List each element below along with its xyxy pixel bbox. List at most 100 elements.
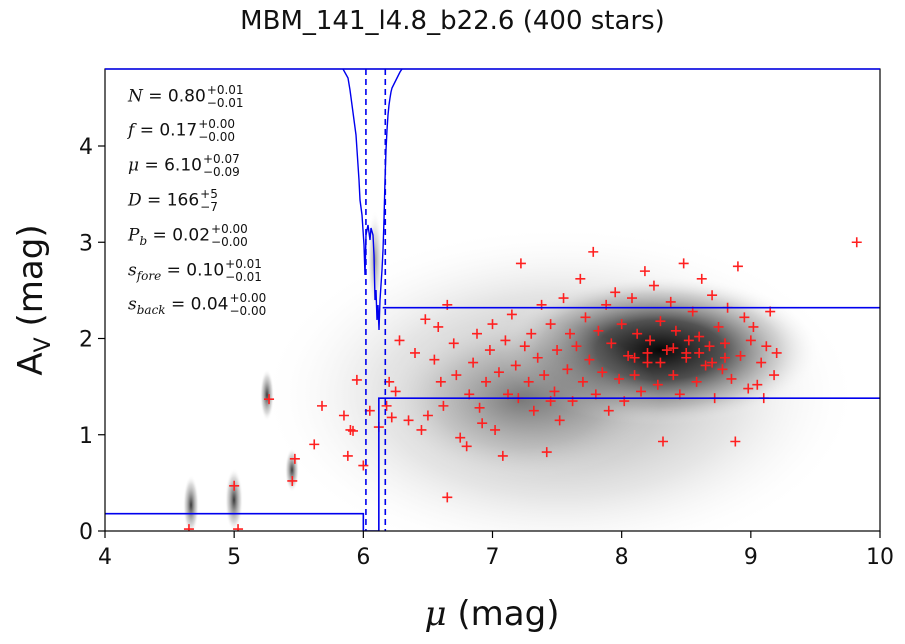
y-axis-label: AV (mag) (11, 224, 56, 375)
data-point (696, 273, 707, 284)
data-point (661, 345, 672, 356)
density-blob-2 (225, 468, 243, 531)
data-point (500, 335, 511, 346)
data-point (416, 424, 427, 435)
data-point (506, 309, 517, 320)
data-point (442, 492, 453, 503)
data-point (422, 410, 433, 421)
data-point (287, 475, 298, 486)
data-point (593, 325, 604, 336)
data-point (700, 360, 711, 371)
data-point (381, 400, 392, 411)
fit-parameter: Pb = 0.02 +0.00 −0.00 (128, 222, 248, 249)
data-point (629, 370, 640, 381)
data-point (526, 328, 537, 339)
data-point (403, 415, 414, 426)
data-point (745, 335, 756, 346)
data-point (519, 341, 530, 352)
x-tick-label: 10 (866, 545, 894, 570)
data-point (683, 335, 694, 346)
x-axis-ticks: 4 5 6 7 8 9 10 (98, 531, 894, 570)
data-point (497, 450, 508, 461)
data-point (597, 367, 608, 378)
data-point (510, 360, 521, 371)
data-point (678, 258, 689, 269)
fit-parameter: D = 166 +5 −7 (128, 187, 218, 214)
data-point (484, 345, 495, 356)
data-point (769, 370, 780, 381)
data-point (317, 400, 327, 411)
dashed-vlines (365, 69, 387, 531)
data-point (645, 335, 656, 346)
data-point (565, 328, 575, 339)
y-tick-label: 1 (79, 424, 93, 449)
data-point (554, 415, 565, 426)
data-point (549, 386, 560, 397)
data-point (472, 328, 482, 339)
data-point (627, 293, 637, 304)
y-tick-label: 4 (79, 135, 93, 160)
data-point (358, 460, 369, 471)
data-point (342, 450, 353, 461)
data-point (351, 374, 362, 385)
x-tick-label: 4 (98, 545, 112, 570)
data-point (338, 410, 349, 421)
y-axis-ticks: 0 1 2 3 4 (79, 135, 105, 545)
data-point (707, 290, 718, 301)
data-point (739, 312, 750, 323)
data-point (748, 321, 759, 332)
data-point (623, 350, 634, 361)
data-point (309, 439, 320, 450)
data-point (289, 453, 300, 464)
data-point (451, 370, 462, 381)
data-point (420, 314, 431, 325)
data-point (694, 331, 705, 342)
fit-parameter: μ = 6.10 +0.07 −0.09 (128, 152, 240, 179)
fit-parameter: sfore = 0.10 +0.01 −0.01 (128, 257, 262, 284)
data-point (771, 347, 782, 358)
density-blob-1 (183, 475, 199, 531)
fit-parameter: N = 0.80 +0.01 −0.01 (128, 83, 244, 110)
chart-title: MBM_141_l4.8_b22.6 (400 stars) (240, 6, 665, 36)
data-point (233, 524, 244, 531)
data-point (558, 293, 569, 304)
data-point (429, 354, 440, 365)
data-point (668, 370, 679, 381)
data-point (461, 441, 472, 452)
data-point (668, 343, 679, 354)
data-point (720, 338, 730, 349)
data-point (435, 376, 446, 387)
data-point (229, 480, 240, 491)
y-tick-label: 2 (79, 328, 93, 353)
data-point (670, 325, 681, 336)
data-point (468, 357, 479, 368)
data-point (648, 280, 659, 291)
data-point (614, 373, 625, 384)
y-tick-label: 3 (79, 231, 93, 256)
threshold-line (105, 397, 880, 531)
data-point (584, 354, 595, 365)
fit-parameter: sback = 0.04 +0.00 −0.00 (128, 291, 267, 318)
density-blob-3 (260, 369, 274, 421)
data-point (571, 341, 582, 352)
x-axis-label: μ (mag) (425, 594, 560, 634)
data-point (691, 376, 702, 387)
data-point (493, 367, 504, 378)
data-point (726, 373, 737, 384)
data-point (761, 341, 772, 352)
data-point (528, 405, 539, 416)
data-point (610, 287, 621, 298)
data-point (490, 424, 501, 435)
data-point (532, 352, 543, 363)
data-point (658, 436, 668, 447)
data-point (580, 312, 591, 323)
data-point (606, 338, 617, 349)
data-point (636, 386, 647, 397)
data-point (386, 412, 397, 423)
data-point (588, 246, 599, 257)
data-point (851, 237, 862, 248)
data-point (515, 258, 526, 269)
x-tick-label: 5 (227, 545, 241, 570)
data-point (264, 394, 275, 405)
